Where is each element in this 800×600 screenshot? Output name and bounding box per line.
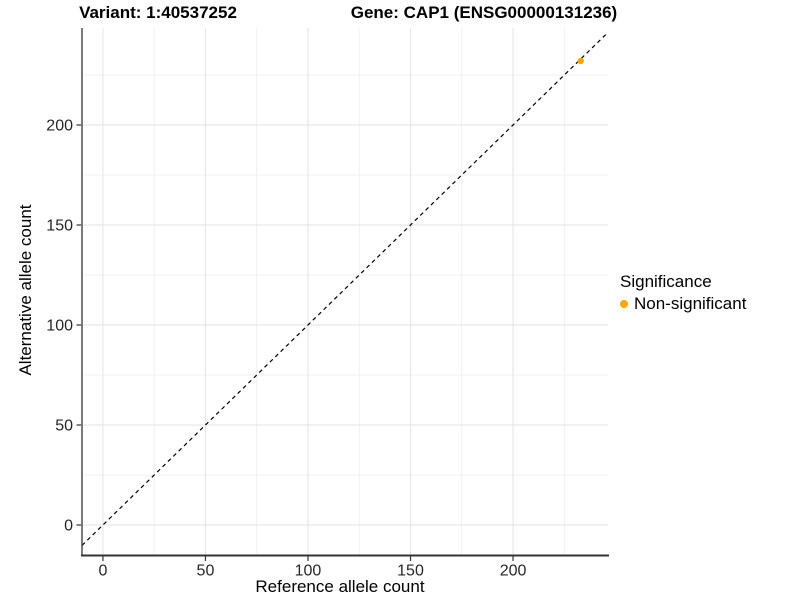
legend-title: Significance (620, 272, 712, 291)
plot-title-gene: Gene: CAP1 (ENSG00000131236) (350, 3, 618, 22)
y-axis-title: Alternative allele count (16, 204, 35, 376)
legend: Significance Non-significant (620, 271, 746, 314)
y-tick-label: 0 (64, 518, 73, 535)
x-tick-label: 150 (397, 563, 424, 580)
y-tick-label: 150 (46, 218, 73, 235)
legend-point-icon (620, 300, 628, 308)
x-axis-title: Reference allele count (255, 577, 425, 596)
x-tick-label: 50 (197, 563, 215, 580)
plot-title-variant: Variant: 1:40537252 (79, 3, 237, 22)
data-point (577, 57, 584, 65)
legend-item-label: Non-significant (634, 294, 747, 313)
x-tick-label: 0 (98, 563, 107, 580)
y-tick-label: 200 (46, 118, 73, 135)
x-tick-label: 200 (500, 563, 527, 580)
x-tick-label: 100 (295, 563, 322, 580)
y-tick-label: 50 (55, 418, 73, 435)
legend-item: Non-significant (620, 294, 746, 314)
y-tick-label: 100 (46, 318, 73, 335)
identity-dashed-line (81, 31, 609, 546)
